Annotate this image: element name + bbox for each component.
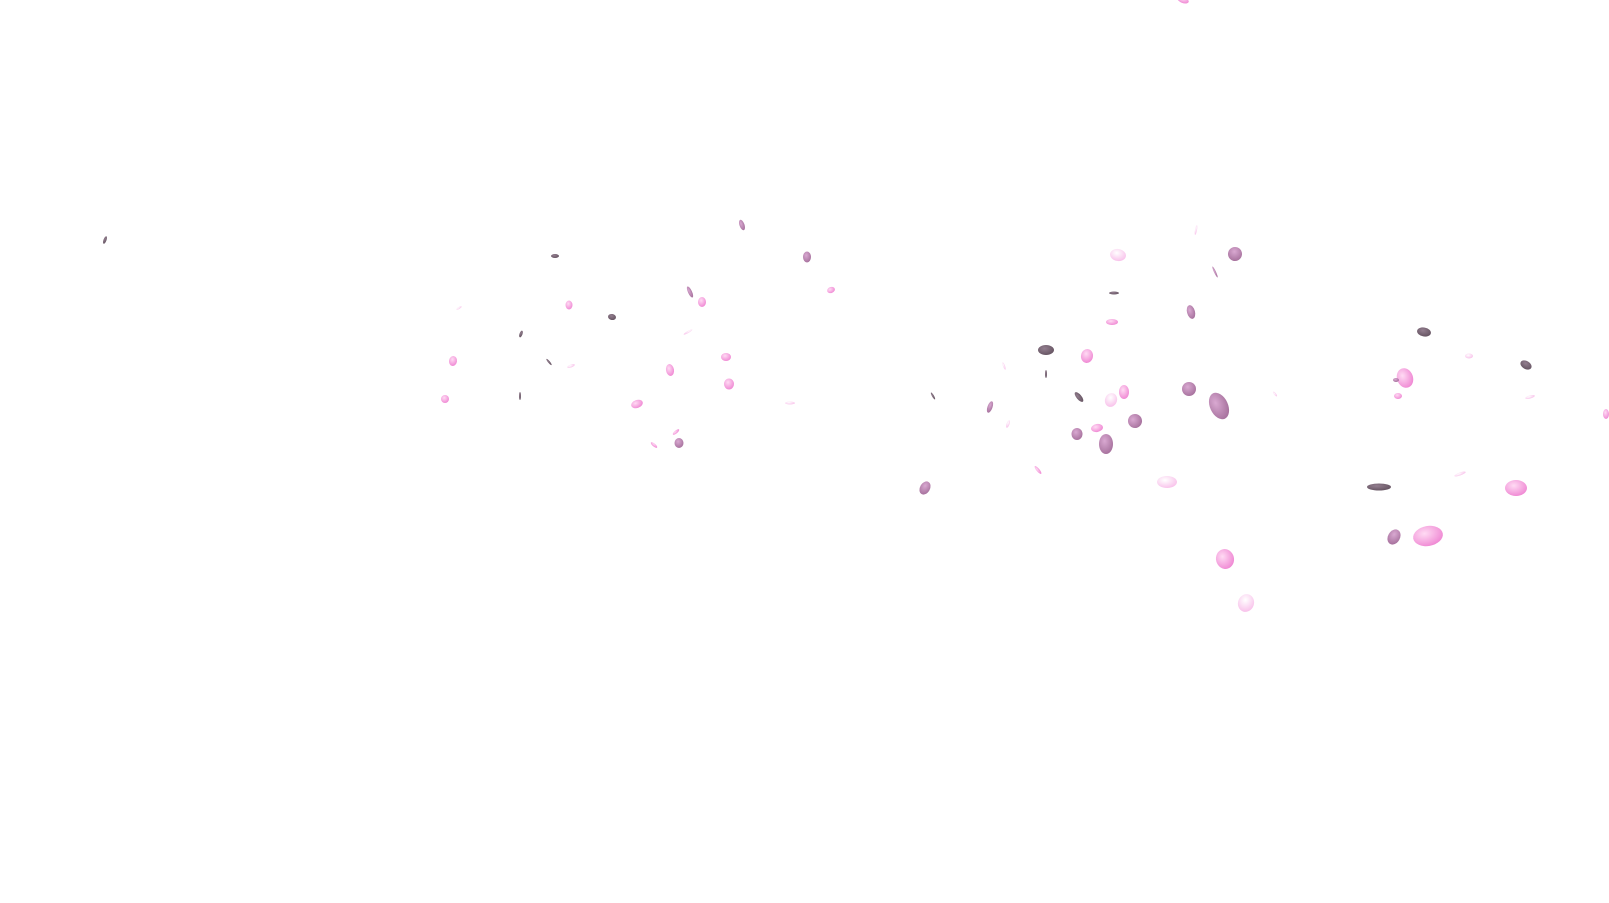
sakura-petal xyxy=(1228,247,1242,261)
sakura-petal xyxy=(674,438,684,448)
sakura-petal xyxy=(785,401,795,405)
sakura-petal xyxy=(1417,327,1431,337)
sakura-petal xyxy=(546,358,552,366)
sakura-petal xyxy=(1186,305,1196,319)
sakura-petal xyxy=(738,219,746,231)
sakura-petal xyxy=(1215,549,1235,569)
sakura-petal xyxy=(1194,225,1198,235)
sakura-petal xyxy=(721,353,731,361)
sakura-petal xyxy=(1603,409,1609,419)
sakura-petal xyxy=(1208,392,1230,420)
sakura-petal xyxy=(565,300,573,310)
sakura-petal xyxy=(1110,248,1126,262)
sakura-petal xyxy=(1212,266,1218,278)
sakura-petal xyxy=(456,306,462,310)
sakura-petal xyxy=(1128,414,1142,428)
sakura-petal xyxy=(1413,525,1443,547)
sakura-petal xyxy=(1182,382,1196,396)
sakura-petal xyxy=(1034,466,1042,474)
sakura-petal xyxy=(1272,391,1278,397)
sakura-petal xyxy=(1394,393,1402,399)
sakura-petal xyxy=(1525,395,1535,399)
sakura-petal xyxy=(827,286,835,294)
sakura-petal xyxy=(665,364,675,376)
sakura-petal xyxy=(1099,434,1113,454)
sakura-petal xyxy=(724,378,734,390)
sakura-petal xyxy=(919,481,931,495)
sakura-petal xyxy=(1454,471,1466,477)
sakura-petal xyxy=(683,329,693,335)
sakura-petal xyxy=(1104,393,1118,407)
sakura-petal xyxy=(1071,428,1083,440)
sakura-petal xyxy=(103,236,107,244)
sakura-petal xyxy=(551,254,559,258)
sakura-petal xyxy=(1396,368,1414,388)
sakura-petal xyxy=(631,399,643,409)
sakura-petal xyxy=(1038,345,1054,355)
sakura-petal xyxy=(1006,420,1010,428)
sakura-petal xyxy=(1002,362,1006,370)
sakura-petal xyxy=(1237,594,1255,612)
sakura-petal xyxy=(1520,360,1532,370)
sakura-petal xyxy=(1505,480,1527,496)
sakura-petal xyxy=(1109,291,1119,295)
sakura-petal xyxy=(1367,483,1391,491)
sakura-petal xyxy=(1119,385,1129,399)
sakura-petal xyxy=(1465,353,1473,359)
sakura-petal xyxy=(986,401,994,413)
sakura-petal xyxy=(1157,476,1177,488)
sakura-petal xyxy=(650,442,658,448)
sakura-petal xyxy=(448,356,458,366)
sakura-petal xyxy=(698,297,706,307)
sakura-petal xyxy=(567,364,575,368)
sakura-petal xyxy=(1074,392,1084,402)
sakura-petal xyxy=(1177,0,1189,4)
sakura-petal xyxy=(519,392,521,400)
sakura-petal xyxy=(672,429,680,435)
sakura-petal xyxy=(608,313,616,321)
sakura-petal xyxy=(441,395,449,403)
sakura-petal xyxy=(1387,529,1401,545)
sakura-petal xyxy=(1045,370,1047,378)
sakura-petal xyxy=(1080,349,1094,363)
sakura-petal xyxy=(1393,378,1399,382)
sakura-petal xyxy=(930,392,936,400)
sakura-petal xyxy=(1091,423,1103,433)
sakura-petal xyxy=(803,251,811,263)
sakura-petal xyxy=(1106,319,1118,325)
sakura-petal xyxy=(686,286,694,298)
sakura-petal xyxy=(519,330,523,338)
